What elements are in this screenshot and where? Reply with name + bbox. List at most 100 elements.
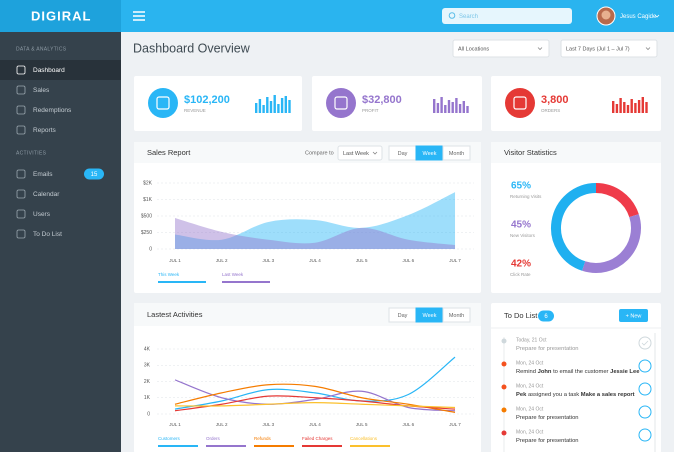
sidebar-item[interactable]: Emails [33, 171, 53, 178]
sidebar-icon [16, 65, 26, 75]
tab[interactable] [442, 307, 471, 323]
stat-bar [641, 97, 644, 113]
timeline-dot [501, 338, 507, 344]
sidebar-item[interactable]: Redemptions [33, 107, 72, 114]
sidebar-active-bg [0, 60, 121, 80]
stat-bar [630, 99, 633, 113]
new-button-label[interactable]: + New [626, 313, 642, 319]
stat-value: 3,800 [541, 94, 569, 106]
sidebar-item[interactable]: Reports [33, 127, 57, 134]
legend-label: Last Week [222, 272, 244, 277]
stat-bar [269, 101, 273, 113]
timeline-dot [501, 407, 507, 413]
stat-bar [447, 100, 451, 113]
todo-checkbox[interactable] [638, 359, 652, 373]
stat-value: $102,200 [184, 94, 230, 106]
donut-segment [582, 214, 641, 273]
sidebar-item[interactable]: Users [33, 211, 51, 218]
stat-bar [284, 96, 287, 113]
timeline-dot [501, 384, 507, 390]
user-name[interactable]: Jesus Cagide [620, 14, 657, 20]
todo-checkbox[interactable] [638, 382, 652, 396]
todo-text-part: Make a sales report [581, 392, 635, 398]
legend-label: Failed Charges [302, 436, 333, 441]
todo-date: Mon, 24 Oct [516, 383, 544, 389]
line [174, 356, 456, 410]
todo-badge [538, 310, 554, 322]
y-tick-label: $500 [141, 213, 152, 219]
x-tick-label: JUL 7 [449, 258, 461, 263]
card [491, 303, 661, 452]
todo-date: Mon, 24 Oct [516, 360, 544, 366]
card [134, 76, 302, 131]
stat-value: $32,800 [362, 94, 402, 106]
sidebar-item[interactable]: To Do List [33, 231, 62, 238]
sidebar-item[interactable]: Sales [33, 87, 50, 94]
card [491, 76, 661, 131]
legend-label: Orders [206, 436, 221, 441]
sidebar [0, 32, 121, 452]
tab[interactable] [442, 145, 471, 161]
sidebar-item[interactable]: Dashboard [33, 67, 65, 74]
todo-checkbox[interactable] [638, 428, 652, 442]
tab-label[interactable]: Week [423, 151, 437, 157]
filter-label: All Locations [458, 46, 489, 52]
stat-bar [619, 98, 622, 113]
stat-bar [258, 99, 262, 113]
stat-bar [273, 95, 276, 113]
filter-dropdown[interactable] [560, 39, 658, 58]
stat-bar [436, 103, 440, 113]
sidebar-item[interactable]: Calendar [33, 191, 60, 198]
tab-label[interactable]: Month [449, 313, 464, 319]
area [175, 192, 456, 249]
dropdown-caret [645, 47, 651, 51]
todo-checkbox[interactable] [638, 405, 652, 419]
stat-icon [326, 88, 356, 118]
tab-label[interactable]: Day [398, 151, 408, 157]
todo-text: Remind John to email the customer Jessie… [516, 369, 640, 375]
todo-text-part: Jessie Lee [610, 369, 640, 375]
todo-checkbox[interactable] [638, 336, 652, 350]
stat-bar [262, 105, 265, 113]
search-icon [448, 12, 456, 19]
x-tick-label: JUL 2 [216, 422, 228, 427]
stat-bar [645, 102, 648, 113]
card [312, 76, 482, 131]
todo-text: Prepare for presentation [516, 415, 579, 421]
tab-label[interactable]: Week [423, 313, 437, 319]
card-header [491, 142, 661, 163]
stat-bar [266, 97, 269, 113]
todo-count: 6 [544, 314, 548, 320]
stat-icon-glyph [334, 96, 348, 110]
todo-date: Mon, 24 Oct [516, 429, 544, 435]
stat-bar [462, 101, 465, 113]
visitor-stat-value: 65% [511, 181, 531, 192]
card-title: Visitor Statistics [504, 148, 557, 157]
search-box[interactable] [442, 8, 572, 24]
x-tick-label: JUL 4 [309, 258, 321, 263]
timeline-dot [501, 430, 507, 436]
y-tick-label: $1K [143, 197, 153, 203]
visitor-stat-value: 42% [511, 259, 531, 270]
tab-label[interactable]: Day [398, 313, 408, 319]
todo-text: Prepare for presentation [516, 346, 579, 352]
card-title: Sales Report [147, 148, 191, 157]
x-tick-label: JUL 5 [356, 422, 368, 427]
stat-bar [637, 100, 641, 113]
new-button[interactable] [619, 309, 648, 322]
sidebar-icon [16, 169, 26, 179]
tab-label[interactable]: Month [449, 151, 464, 157]
x-tick-label: JUL 6 [403, 422, 415, 427]
stat-bar [277, 104, 280, 113]
todo-text-part: assigned you a task [526, 392, 580, 398]
compare-dropdown[interactable] [337, 145, 383, 161]
todo-date: Today, 21 Oct [516, 337, 547, 343]
filter-dropdown[interactable] [452, 39, 550, 58]
card-title: To Do List [504, 311, 538, 320]
stat-bar [626, 105, 630, 113]
y-tick-label: 1K [144, 395, 151, 401]
x-tick-label: JUL 7 [449, 422, 461, 427]
todo-text-part: Prepare for presentation [516, 438, 579, 444]
logo-area [0, 0, 121, 32]
